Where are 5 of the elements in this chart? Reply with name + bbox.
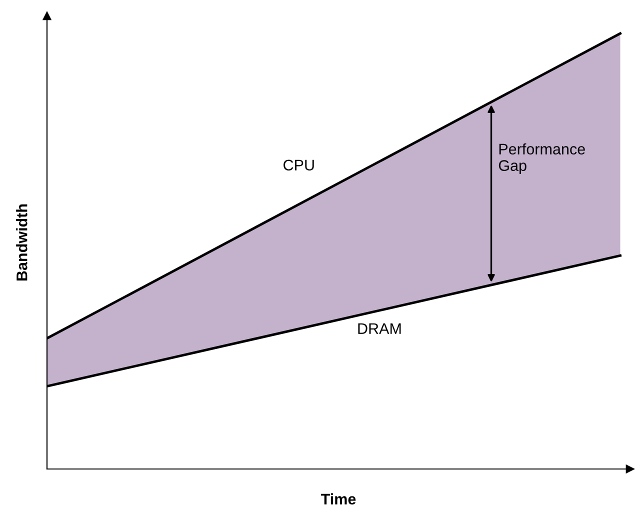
annotation: Performance Gap (498, 143, 585, 174)
series-label: CPU (284, 160, 314, 171)
x-axis-title: Time (320, 493, 356, 505)
y-axis-title: Bandwidth (16, 204, 28, 281)
series-label: DRAM (358, 323, 401, 334)
